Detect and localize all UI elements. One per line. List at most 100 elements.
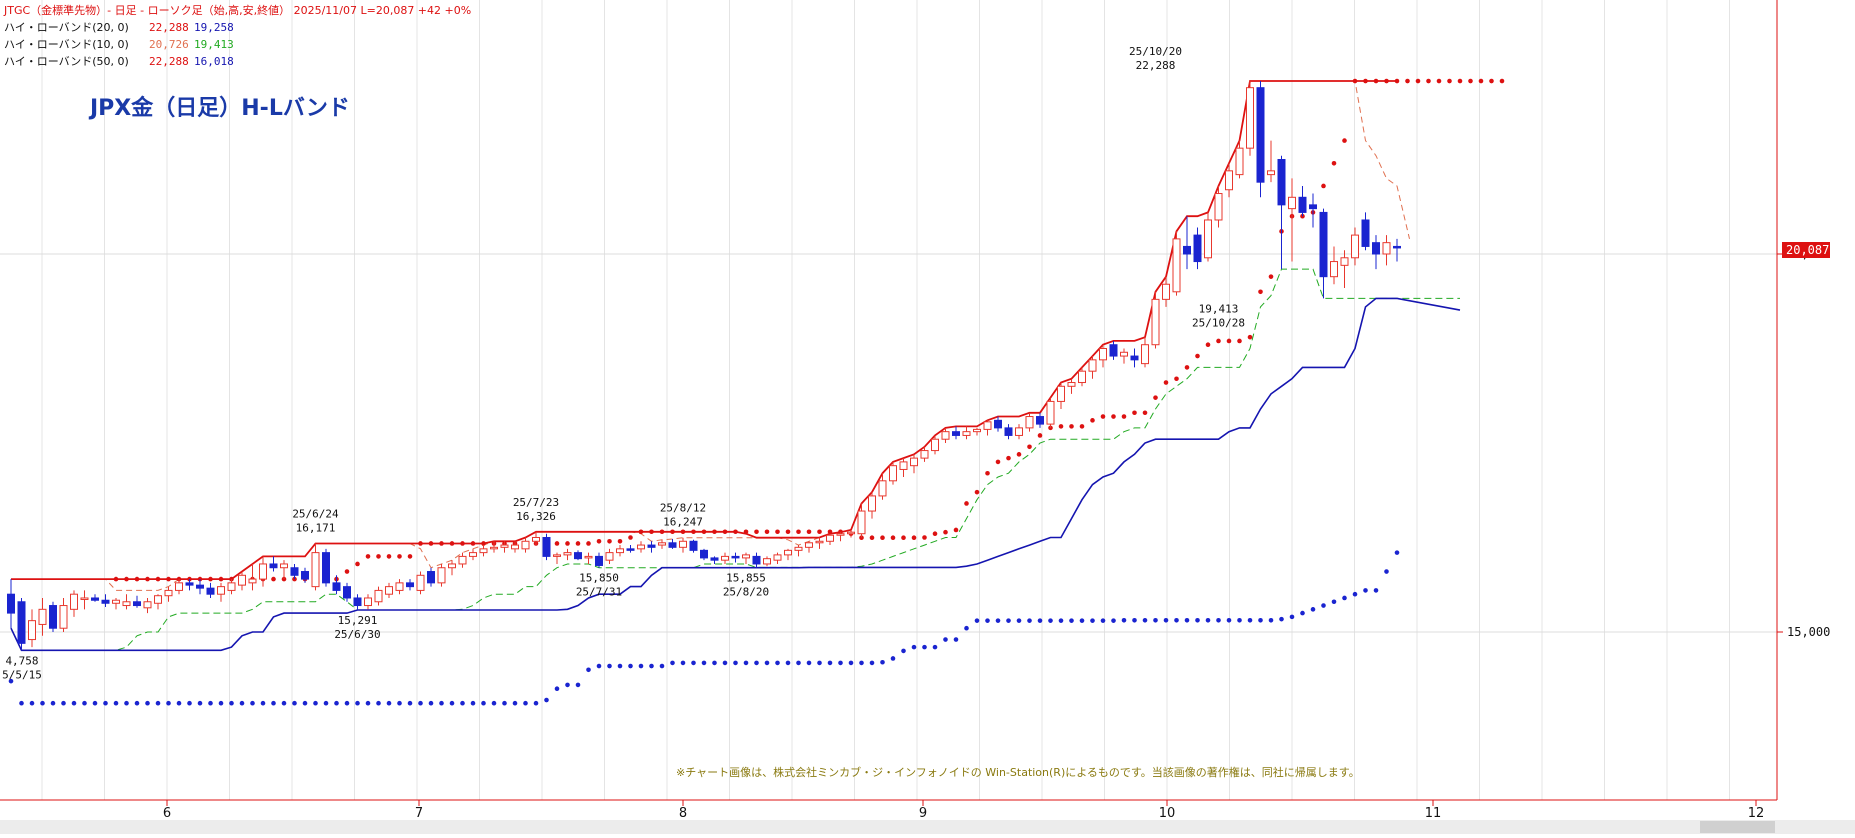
- band50-low-dot: [302, 700, 308, 706]
- band20-high-dot: [659, 529, 665, 535]
- band50-low-dot: [271, 700, 276, 706]
- band50-low-dot: [733, 660, 738, 666]
- band50-low-dot: [1321, 603, 1326, 608]
- x-tick-label: 10: [1159, 806, 1176, 821]
- band50-low-dot: [775, 660, 780, 666]
- band50-low-dot: [491, 700, 497, 706]
- band50-low-dot: [313, 700, 318, 706]
- candle-up: [28, 620, 36, 641]
- band20-high-dot: [649, 529, 654, 535]
- grid: [0, 0, 1777, 800]
- band50-low-dot: [890, 656, 896, 661]
- candle-down: [752, 555, 761, 565]
- band20-high-dot: [1153, 395, 1158, 400]
- band20-high-dot: [407, 554, 413, 559]
- band50-low-dot: [82, 700, 87, 706]
- band20-high-dot: [428, 541, 434, 546]
- band20-high-dot: [733, 529, 738, 535]
- band50-low-dot: [1153, 617, 1158, 623]
- band50-low-dot: [103, 700, 108, 706]
- candle-down: [7, 593, 15, 614]
- band50-low-dot: [8, 678, 14, 684]
- x-tick-label: 6: [163, 806, 171, 821]
- band50-low-dot: [869, 660, 875, 666]
- band20-high-dot: [911, 535, 917, 541]
- candle-down: [1361, 219, 1370, 247]
- band50-low-dot: [512, 700, 518, 706]
- band50-low-dot: [281, 700, 287, 706]
- candle-up: [1340, 257, 1349, 266]
- annotations: 25/10/2022,28825/6/2416,17125/7/2316,326…: [2, 45, 1245, 681]
- band20-high-dot: [418, 541, 423, 546]
- band-legend-label: ハイ・ローバンド(50, 0): [4, 55, 129, 68]
- band20-high-dot: [208, 576, 213, 582]
- candle-up: [521, 540, 530, 550]
- candle-up: [80, 597, 89, 600]
- candle-up: [458, 555, 467, 565]
- band50-low-dot: [397, 700, 402, 706]
- annotation-label: 16,326: [516, 510, 556, 523]
- band50-low-dot: [1100, 618, 1106, 623]
- candle-up: [500, 544, 509, 548]
- candle-up: [1235, 147, 1244, 176]
- annotation-label: 4,758: [5, 654, 38, 667]
- x-tick-label: 9: [919, 806, 927, 821]
- candle-down: [343, 586, 351, 599]
- band20-high-dot: [1436, 78, 1442, 84]
- band20-high-dot: [995, 459, 1001, 465]
- candle-up: [1088, 359, 1097, 372]
- band20-high-dot: [617, 538, 623, 544]
- x-tick-label: 12: [1748, 806, 1765, 821]
- candle-up: [805, 542, 813, 548]
- band50-low-dot: [1184, 617, 1190, 623]
- annotation-label: 25/6/30: [334, 628, 380, 641]
- band50-low-dot: [61, 700, 66, 706]
- band50-low-dot: [607, 663, 612, 669]
- candle-down: [1193, 234, 1202, 263]
- band50-low-dot: [974, 618, 980, 623]
- candle-down: [700, 549, 708, 559]
- candle-up: [1025, 416, 1034, 429]
- band20-high-dot: [1268, 274, 1274, 279]
- annotation-label: 25/8/20: [723, 585, 769, 598]
- band50-low-dot: [1111, 618, 1116, 623]
- band50-low-dot: [785, 660, 791, 666]
- band50-low-dot: [1037, 618, 1043, 623]
- band20-high-dot: [1058, 424, 1064, 429]
- candle-up: [1172, 238, 1181, 293]
- candle-up: [374, 589, 383, 603]
- band20-high-dot: [754, 529, 759, 535]
- candle-up: [469, 552, 477, 557]
- band50-low-dot: [848, 660, 854, 666]
- candle-down: [574, 552, 582, 560]
- band50-low-dot: [229, 700, 234, 706]
- candle-up: [70, 593, 78, 610]
- band20-high-dot: [1331, 160, 1337, 166]
- candle-up: [973, 428, 981, 433]
- band50-low-dot: [407, 700, 413, 706]
- header-line: JTGC（金標準先物）- 日足 - ローソク足（始,高,安,終値） 2025/1…: [3, 3, 471, 17]
- band50-low-dot: [334, 700, 339, 706]
- band20-high-dot: [1163, 380, 1169, 385]
- candle-up: [59, 605, 68, 629]
- band-legend-label: ハイ・ローバンド(10, 0): [4, 38, 129, 51]
- band50-low-dot: [953, 637, 959, 642]
- band50-low-dot: [943, 637, 948, 642]
- band50-low-dot: [827, 660, 833, 666]
- band50-low-dot: [544, 697, 549, 703]
- band20-high-dot: [701, 529, 707, 535]
- annotation-label: 25/8/12: [660, 502, 706, 515]
- band20-high-dot: [1174, 376, 1179, 382]
- band-legend-low: 16,018: [194, 55, 234, 68]
- candle-down: [1130, 355, 1139, 361]
- candle-up: [910, 457, 918, 467]
- candle-down: [206, 587, 215, 595]
- band20-high-dot: [1205, 342, 1211, 348]
- candle-up: [563, 552, 572, 556]
- candle-up: [1267, 170, 1275, 176]
- band20-high-dot: [344, 569, 350, 574]
- band20-high-dot: [1069, 424, 1074, 429]
- band20-high-dot: [218, 576, 224, 582]
- band20-high-dot: [586, 541, 591, 546]
